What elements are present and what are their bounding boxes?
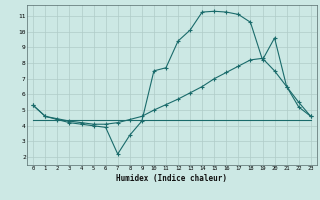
X-axis label: Humidex (Indice chaleur): Humidex (Indice chaleur) bbox=[116, 174, 228, 183]
